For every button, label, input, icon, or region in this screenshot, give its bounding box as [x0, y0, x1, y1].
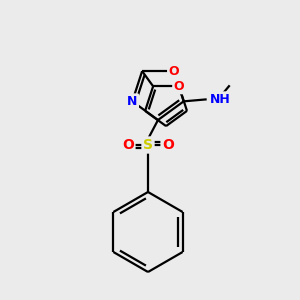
Text: O: O — [169, 65, 179, 78]
Text: NH: NH — [210, 93, 230, 106]
Text: O: O — [162, 138, 174, 152]
Text: O: O — [174, 80, 184, 93]
Text: S: S — [143, 138, 153, 152]
Text: O: O — [122, 138, 134, 152]
Text: N: N — [127, 95, 137, 108]
